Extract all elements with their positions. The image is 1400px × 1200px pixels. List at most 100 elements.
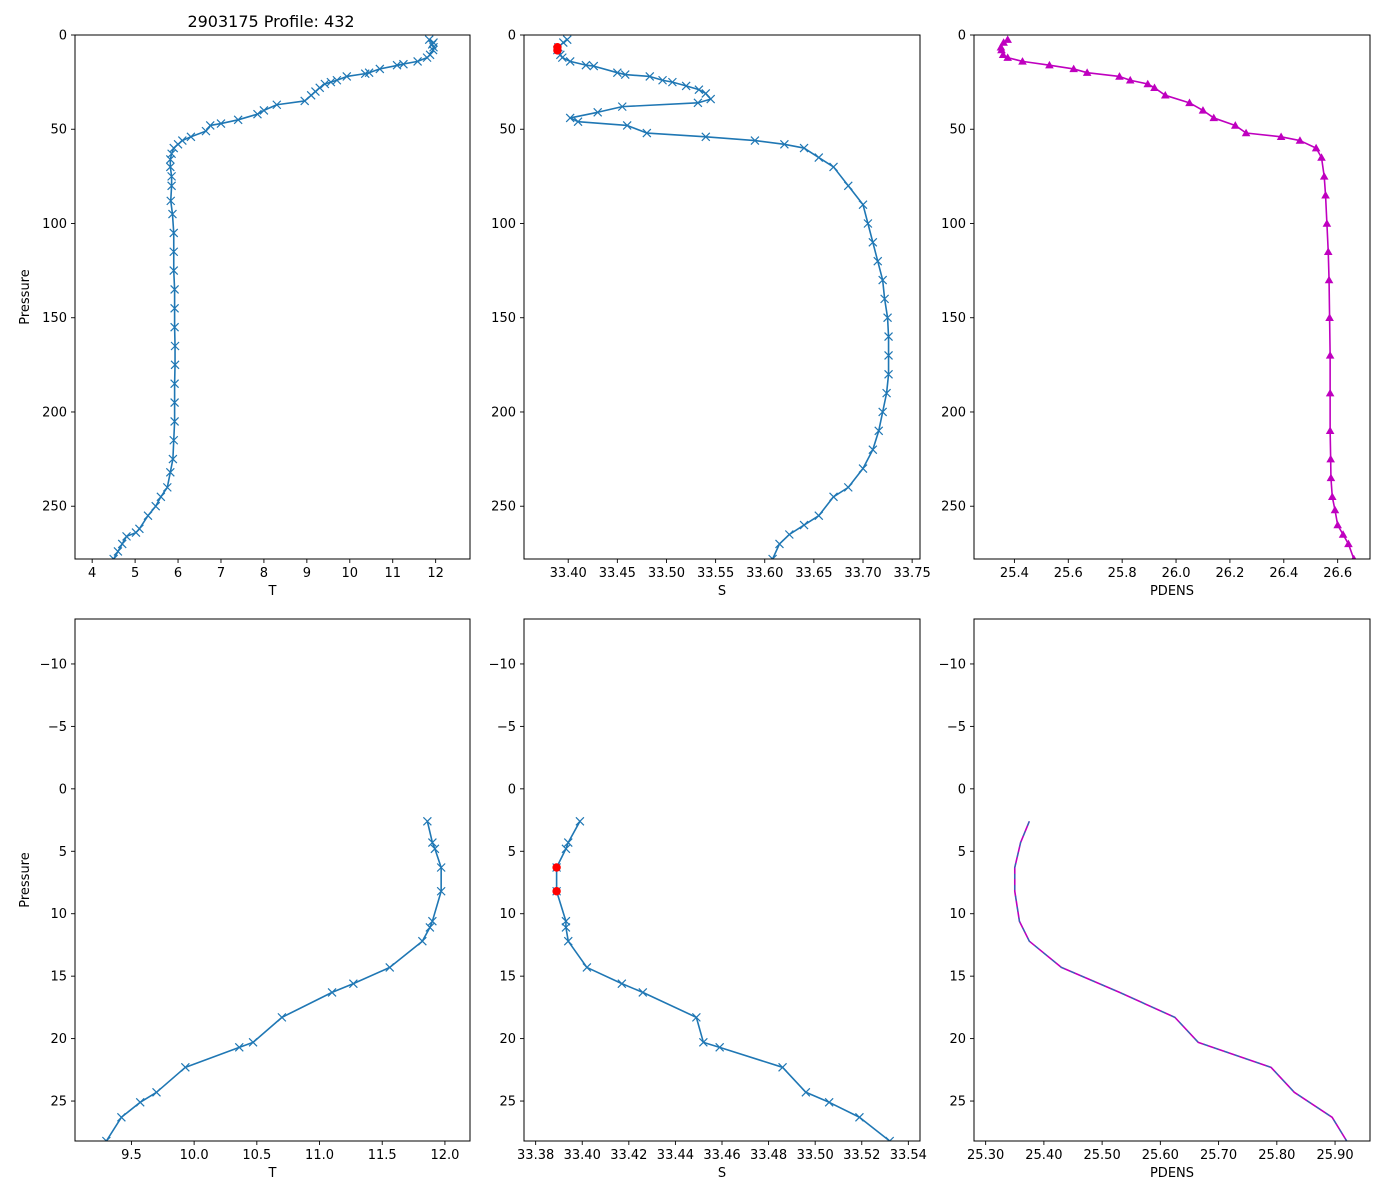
- data-point: [117, 539, 127, 549]
- data-point: [565, 113, 575, 123]
- x-axis-label: PDENS: [1150, 1166, 1194, 1181]
- data-point: [1325, 426, 1335, 435]
- data-point: [858, 200, 868, 210]
- y-tick-label: 20: [499, 1032, 516, 1047]
- x-tick-label: 25.80: [1258, 1148, 1295, 1163]
- y-tick-label: 10: [499, 907, 516, 922]
- data-point: [814, 153, 824, 162]
- data-point: [691, 1012, 701, 1022]
- y-tick-label: 20: [949, 1032, 966, 1047]
- data-point: [162, 482, 172, 492]
- data-point: [422, 816, 432, 826]
- data-point: [563, 936, 573, 946]
- data-point: [436, 886, 446, 896]
- y-tick-label: 50: [499, 123, 516, 138]
- data-point: [1125, 75, 1135, 84]
- data-point: [1327, 492, 1337, 501]
- x-tick-label: 33.40: [564, 1148, 601, 1163]
- data-point: [885, 1136, 895, 1141]
- data-point: [422, 53, 432, 63]
- data-point: [693, 98, 703, 108]
- data-point: [561, 923, 571, 932]
- data-point: [642, 128, 652, 138]
- y-tick-label: 0: [508, 782, 516, 797]
- data-point: [715, 1042, 725, 1052]
- data-point: [205, 121, 215, 130]
- data-point: [1317, 153, 1326, 161]
- y-tick-label: 5: [508, 845, 516, 860]
- data-point: [170, 360, 180, 370]
- data-point: [562, 35, 572, 45]
- data-point: [1325, 313, 1334, 321]
- x-tick-label: 33.46: [703, 1148, 740, 1163]
- data-point: [1045, 60, 1054, 69]
- data-point: [565, 56, 575, 66]
- plot-area: [109, 35, 438, 559]
- axes-frame: [523, 34, 921, 560]
- y-tick-label: 150: [491, 311, 516, 326]
- data-point: [1295, 136, 1305, 144]
- data-point: [201, 126, 211, 136]
- data-point: [332, 75, 342, 85]
- qc-flag-point: [552, 887, 561, 896]
- data-point: [884, 332, 893, 342]
- y-axis-label: Pressure: [18, 852, 33, 908]
- y-tick-label: 250: [42, 500, 67, 515]
- data-point: [561, 916, 571, 926]
- data-point: [143, 511, 153, 521]
- data-point: [170, 416, 180, 426]
- data-point: [169, 266, 179, 276]
- y-tick-label: 250: [941, 500, 966, 515]
- x-tick-label: 10.5: [242, 1148, 271, 1163]
- x-tick-label: 33.50: [797, 1148, 834, 1163]
- data-point: [165, 154, 175, 164]
- data-point: [1003, 53, 1012, 61]
- data-point: [156, 492, 166, 502]
- data-point: [561, 844, 571, 854]
- data-point: [868, 445, 878, 455]
- data-point: [617, 102, 627, 112]
- x-tick-label: 10: [342, 566, 359, 581]
- x-tick-label: 11.0: [305, 1148, 334, 1163]
- x-tick-label: 25.60: [1142, 1148, 1179, 1163]
- x-axis-label: T: [268, 1166, 277, 1181]
- y-tick-label: 100: [42, 217, 67, 232]
- data-point: [1198, 106, 1208, 114]
- data-point: [996, 42, 1006, 51]
- data-point: [1143, 79, 1153, 88]
- data-point: [169, 247, 179, 257]
- data-point: [1115, 72, 1124, 80]
- data-point: [167, 171, 177, 181]
- x-tick-label: 26.6: [1323, 566, 1352, 581]
- y-tick-label: −5: [497, 720, 516, 735]
- data-point: [113, 547, 123, 556]
- data-point: [1344, 539, 1353, 548]
- data-point: [399, 59, 408, 69]
- data-point: [563, 838, 573, 847]
- panel-top-temperature: 4 5 6 7 8 9 10 11 12 0 50 100 150 200 250 T Pressure: [18, 29, 471, 599]
- data-point: [135, 1097, 145, 1107]
- data-point: [233, 115, 243, 125]
- y-tick-label: 150: [42, 311, 67, 326]
- plot-area: [552, 816, 895, 1141]
- data-point: [186, 132, 196, 142]
- data-point: [348, 979, 358, 989]
- x-tick-label: 12.0: [430, 1148, 459, 1163]
- data-point: [248, 1037, 258, 1047]
- data-point: [997, 45, 1006, 54]
- data-point: [109, 554, 119, 559]
- x-tick-label: 4: [88, 566, 96, 581]
- data-point: [1325, 351, 1335, 359]
- y-tick-label: −10: [40, 657, 67, 672]
- data-point: [998, 50, 1008, 59]
- panel-bottom-temperature: 9.5 10.0 10.5 11.0 11.5 12.0 −10 −5 0 5 10 15 20 25 T P…: [18, 618, 471, 1181]
- data-point: [778, 1062, 787, 1072]
- data-point: [166, 196, 176, 206]
- data-point: [775, 539, 784, 549]
- x-tick-label: 5: [131, 566, 139, 581]
- data-point: [617, 979, 627, 989]
- data-point: [320, 79, 330, 89]
- data-point: [170, 285, 180, 294]
- y-tick-label: 5: [59, 845, 67, 860]
